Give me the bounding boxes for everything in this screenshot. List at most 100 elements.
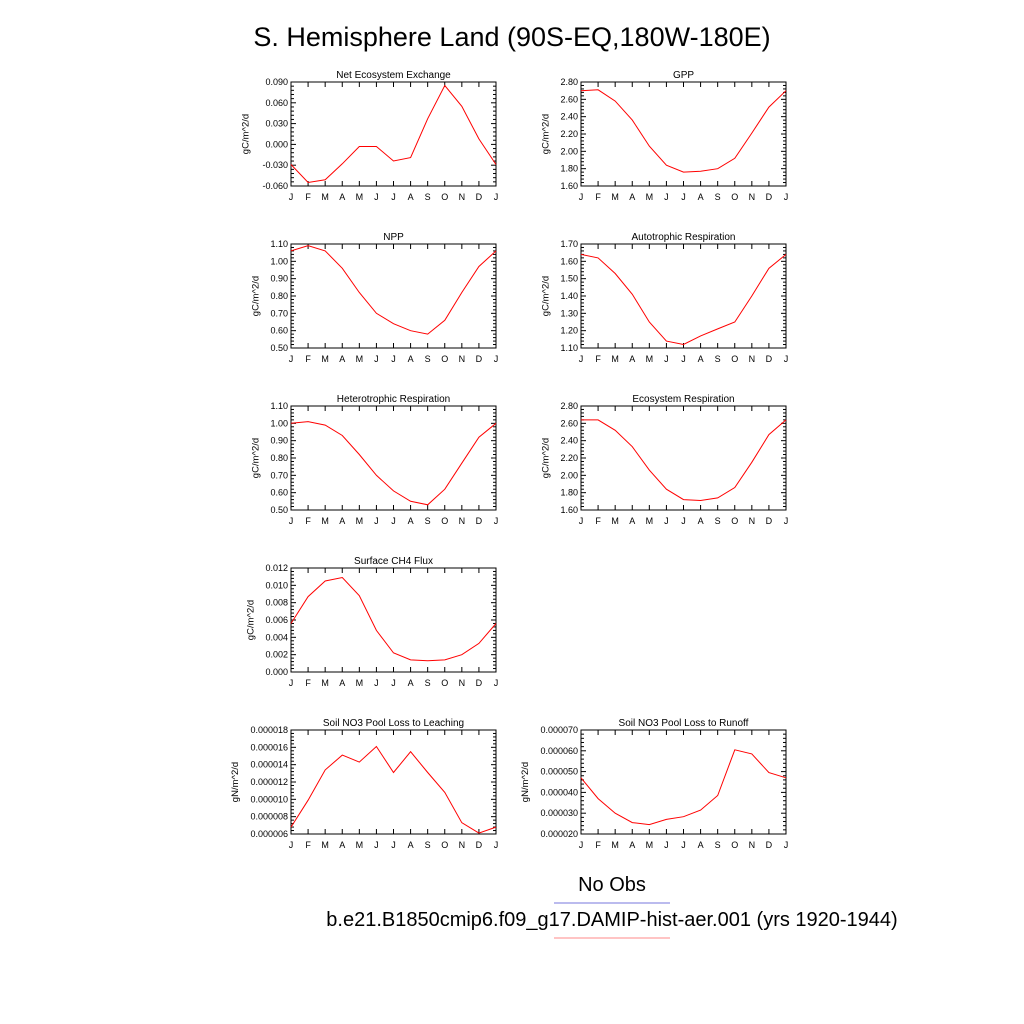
y-tick-label: 2.40 (560, 436, 578, 446)
plot-frame (290, 81, 497, 187)
x-tick-label: D (766, 354, 773, 364)
y-tick-label: 0.000040 (540, 787, 578, 797)
x-tick-label: M (356, 354, 364, 364)
panel-title: Net Ecosystem Exchange (336, 70, 451, 81)
y-tick-label: 0.000060 (540, 746, 578, 756)
x-tick-label: A (698, 840, 704, 850)
x-tick-label: J (391, 354, 396, 364)
x-tick-label: S (425, 354, 431, 364)
x-tick-label: A (629, 354, 635, 364)
x-tick-label: D (766, 192, 773, 202)
y-tick-label: 0.030 (265, 119, 288, 129)
x-tick-label: A (339, 516, 345, 526)
y-tick-label: 0.012 (265, 563, 288, 573)
y-tick-label: 0.000008 (250, 812, 288, 822)
y-tick-label: 1.00 (270, 256, 288, 266)
series-line (290, 84, 497, 184)
x-tick-label: D (766, 840, 773, 850)
y-tick-label: 0.002 (265, 650, 288, 660)
x-tick-label: S (715, 192, 721, 202)
x-tick-label: O (441, 678, 448, 688)
x-tick-label: J (784, 192, 789, 202)
x-tick-label: J (579, 840, 584, 850)
y-tick-label: 0.000070 (540, 725, 578, 735)
x-tick-label: D (476, 354, 483, 364)
plot-frame (580, 243, 787, 349)
x-tick-label: J (374, 840, 379, 850)
y-tick-label: 0.60 (270, 326, 288, 336)
y-tick-label: 1.40 (560, 291, 578, 301)
y-tick-label: 0.60 (270, 488, 288, 498)
y-tick-label: 0.70 (270, 308, 288, 318)
y-axis-label: gN/m^2/d (230, 762, 241, 802)
y-tick-label: 1.80 (560, 164, 578, 174)
y-axis-label: gC/m^2/d (240, 114, 251, 154)
y-tick-label: 2.40 (560, 112, 578, 122)
x-tick-label: J (681, 516, 686, 526)
x-tick-label: M (611, 840, 619, 850)
x-tick-label: M (321, 840, 329, 850)
x-tick-label: N (459, 678, 466, 688)
x-tick-label: M (321, 192, 329, 202)
x-tick-label: O (441, 516, 448, 526)
x-tick-label: F (595, 354, 601, 364)
series-line (290, 421, 497, 506)
panel-title: Soil NO3 Pool Loss to Leaching (323, 718, 464, 729)
x-tick-label: N (749, 516, 756, 526)
panel-title: NPP (383, 232, 404, 243)
x-tick-label: M (356, 840, 364, 850)
y-tick-label: 1.70 (560, 239, 578, 249)
x-tick-label: J (494, 678, 499, 688)
main-title: S. Hemisphere Land (90S-EQ,180W-180E) (253, 22, 770, 52)
x-tick-label: M (321, 678, 329, 688)
y-axis-label: gC/m^2/d (251, 438, 262, 478)
y-tick-label: 0.090 (265, 77, 288, 87)
y-tick-label: 0.008 (265, 598, 288, 608)
x-tick-label: N (459, 354, 466, 364)
x-tick-label: O (731, 354, 738, 364)
x-tick-label: J (664, 354, 669, 364)
y-tick-label: 1.10 (560, 343, 578, 353)
panel-title: GPP (673, 70, 694, 81)
x-tick-label: J (391, 840, 396, 850)
x-tick-label: J (681, 192, 686, 202)
x-tick-label: J (784, 354, 789, 364)
y-tick-label: 0.000014 (250, 760, 288, 770)
series-line (290, 576, 497, 662)
x-tick-label: D (476, 516, 483, 526)
x-tick-label: S (715, 354, 721, 364)
x-tick-label: J (289, 192, 294, 202)
legend: No Obs b.e21.B1850cmip6.f09_g17.DAMIP-hi… (326, 874, 898, 939)
panels: Net Ecosystem Exchange-0.060-0.0300.0000… (230, 70, 788, 850)
series-line (290, 245, 497, 335)
series-line (580, 749, 787, 826)
x-tick-label: D (476, 678, 483, 688)
x-tick-label: F (305, 840, 311, 850)
y-tick-label: 0.70 (270, 470, 288, 480)
y-tick-label: 0.000018 (250, 725, 288, 735)
y-axis-label: gC/m^2/d (246, 600, 257, 640)
x-tick-label: D (476, 840, 483, 850)
x-tick-label: M (646, 192, 654, 202)
panel-title: Surface CH4 Flux (354, 556, 433, 567)
y-tick-label: -0.060 (262, 181, 288, 191)
x-tick-label: A (629, 192, 635, 202)
plot-frame (580, 405, 787, 511)
x-tick-label: M (611, 516, 619, 526)
y-tick-label: 0.000 (265, 139, 288, 149)
y-tick-label: -0.030 (262, 160, 288, 170)
x-tick-label: N (459, 192, 466, 202)
y-tick-label: 1.10 (270, 239, 288, 249)
x-tick-label: S (425, 678, 431, 688)
x-tick-label: J (289, 516, 294, 526)
y-tick-label: 0.000006 (250, 829, 288, 839)
chart-panel: Surface CH4 Flux 0.000 0.002 0.004 0.006 0.00… (246, 556, 499, 688)
x-tick-label: N (459, 840, 466, 850)
x-tick-label: M (356, 678, 364, 688)
x-tick-label: A (408, 192, 414, 202)
y-tick-label: 1.30 (560, 308, 578, 318)
y-tick-label: 0.000012 (250, 777, 288, 787)
x-tick-label: J (494, 192, 499, 202)
series-line (290, 745, 497, 834)
